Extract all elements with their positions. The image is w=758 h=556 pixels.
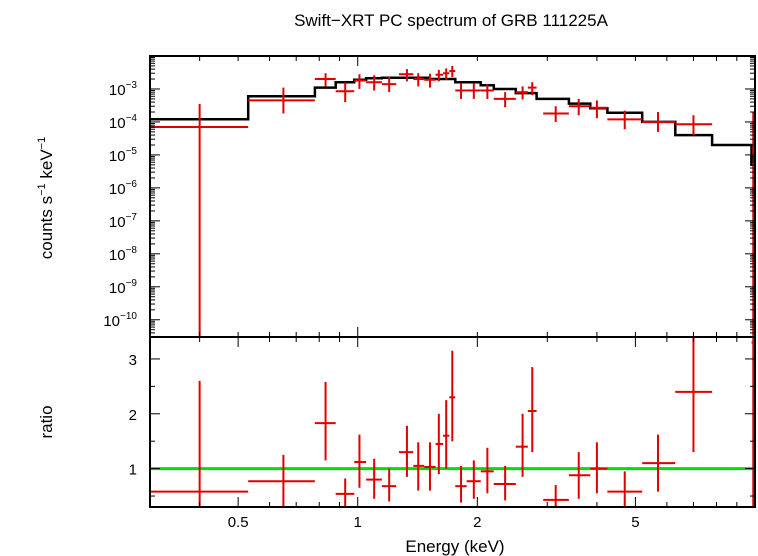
ratio-data-point — [493, 465, 516, 501]
ratio-data-point — [568, 452, 591, 499]
spectrum-data-point — [335, 82, 355, 103]
ratio-data-point — [354, 434, 367, 488]
x-axis-label: Energy (keV) — [405, 537, 504, 556]
spectrum-plot-area — [150, 65, 755, 337]
ratio-data-point — [543, 485, 569, 507]
ratio-data-point — [607, 471, 643, 507]
spectrum-data-point — [449, 65, 456, 78]
ratio-ytick-label: 2 — [129, 407, 137, 424]
ratio-data-point — [455, 465, 467, 503]
spectrum-data-point — [354, 74, 367, 89]
ratio-data-point — [381, 468, 397, 502]
spectrum-axes: 10−10 10−9 10−8 10−7 10−6 10−5 10−4 10−3 — [103, 55, 756, 338]
spectrum-y-axis-label: counts s−1 keV−1 — [36, 137, 56, 259]
ylabel-exp-2: −1 — [36, 137, 48, 150]
spectrum-ytick-label: 10−3 — [109, 80, 138, 99]
spectrum-ytick-label: 10−8 — [109, 245, 138, 264]
ratio-data-point — [443, 400, 450, 469]
ratio-ytick-label: 1 — [129, 462, 137, 479]
ratio-ytick-label: 3 — [129, 352, 137, 369]
spectrum-data-point — [568, 98, 591, 116]
x-tick-label: 0.5 — [228, 514, 249, 531]
ratio-data-point — [398, 425, 414, 477]
spectrum-frame — [149, 55, 756, 338]
spectrum-data-point — [675, 115, 713, 136]
x-tick-label: 1 — [354, 514, 362, 531]
spectrum-data-point — [515, 86, 528, 100]
ratio-data-point — [248, 454, 315, 507]
spectrum-data-point — [413, 73, 425, 87]
ratio-data-point — [413, 442, 425, 491]
ratio-y-axis-label: ratio — [37, 405, 56, 438]
spectrum-data-point — [424, 73, 436, 88]
ratio-data-point — [515, 413, 528, 477]
chart-title: Swift−XRT PC spectrum of GRB 111225A — [294, 11, 609, 30]
spectrum-data-point — [466, 83, 481, 99]
ylabel-counts: counts s — [37, 196, 56, 259]
spectrum-ytick-label: 10−6 — [109, 179, 138, 198]
spectrum-ytick-label: 10−5 — [109, 146, 138, 165]
spectrum-panel: 10−10 10−9 10−8 10−7 10−6 10−5 10−4 10−3 — [103, 55, 756, 338]
ratio-data-point — [675, 337, 713, 453]
spectrum-data-point — [366, 75, 382, 91]
spectrum-data-point — [455, 83, 467, 99]
spectrum-data-point — [543, 106, 569, 122]
spectrum-ytick-label: 10−9 — [109, 278, 138, 297]
ratio-data-point — [480, 447, 494, 494]
ratio-data-point — [424, 442, 436, 491]
x-tick-label: 5 — [631, 514, 639, 531]
ratio-data-point — [642, 434, 676, 492]
ratio-data-point — [527, 367, 537, 453]
spectrum-data-point — [248, 87, 315, 114]
spectrum-data-point — [314, 73, 336, 87]
ratio-data-point — [314, 381, 336, 461]
ratio-data-point — [590, 442, 608, 494]
ylabel-exp-1: −1 — [36, 183, 48, 196]
ratio-data-point — [449, 350, 456, 442]
ratio-data-point — [150, 380, 249, 507]
spectrum-data-point — [381, 77, 397, 93]
spectrum-data-point — [480, 84, 494, 99]
ylabel-kev: keV — [37, 149, 56, 184]
spectrum-data-point — [150, 104, 249, 337]
spectrum-ytick-label: 10−10 — [103, 311, 137, 330]
ratio-plot-area — [150, 337, 755, 507]
spectrum-data-point — [398, 69, 414, 82]
spectrum-data-point — [443, 68, 450, 80]
spectrum-data-point — [493, 92, 516, 108]
spectrum-data-point — [607, 110, 643, 130]
ratio-panel: 1 2 3 0.5 1 2 5 — [129, 336, 756, 531]
spectrum-data-point — [590, 100, 608, 119]
ratio-axes: 1 2 3 0.5 1 2 5 — [129, 336, 756, 531]
x-tick-label: 2 — [473, 514, 481, 531]
ratio-data-point — [335, 478, 355, 507]
spectrum-ytick-label: 10−7 — [109, 212, 138, 231]
spectrum-data-point — [642, 112, 676, 132]
spectrum-data-point — [435, 69, 444, 82]
ratio-data-point — [435, 413, 444, 475]
spectrum-ytick-label: 10−4 — [109, 113, 138, 132]
ratio-data-point — [466, 460, 481, 499]
spectrum-data-point — [527, 82, 537, 96]
ratio-frame — [149, 336, 756, 508]
ratio-data-point — [366, 458, 382, 499]
